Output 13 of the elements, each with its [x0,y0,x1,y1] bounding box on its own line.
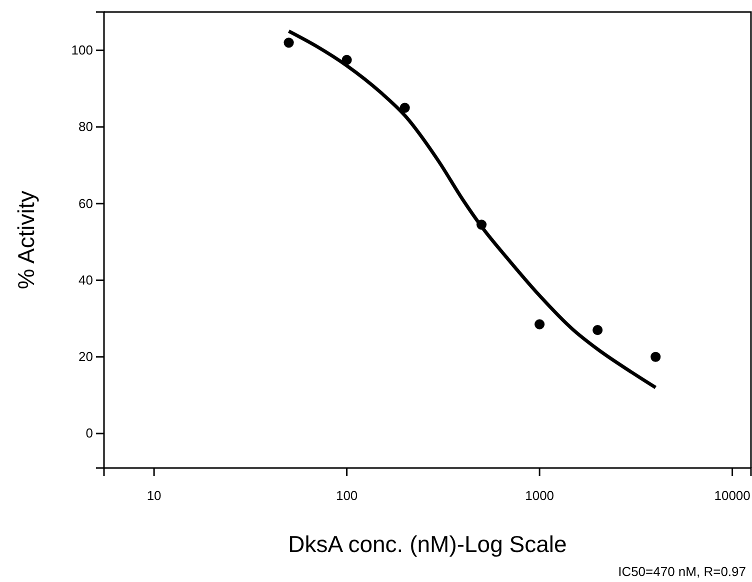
y-tick-label: 40 [78,272,93,288]
text: IC50=470 nM, R=0.97 [618,564,746,579]
y-tick-label: 60 [78,196,93,211]
y-tick-label: 80 [78,119,93,134]
x-tick-label: 10000 [714,488,750,503]
x-tick-label: 1000 [525,488,554,503]
y-tick-label: 0 [86,426,93,441]
x-tick-label: 100 [336,488,358,503]
y-axis-title: % Activity [13,190,39,290]
y-tick-label: 20 [78,349,93,364]
y-tick-label: 100 [71,42,93,58]
x-tick-label: 10 [146,488,162,503]
x-axis-title: DksA conc. (nM)-Log Scale [288,531,567,557]
